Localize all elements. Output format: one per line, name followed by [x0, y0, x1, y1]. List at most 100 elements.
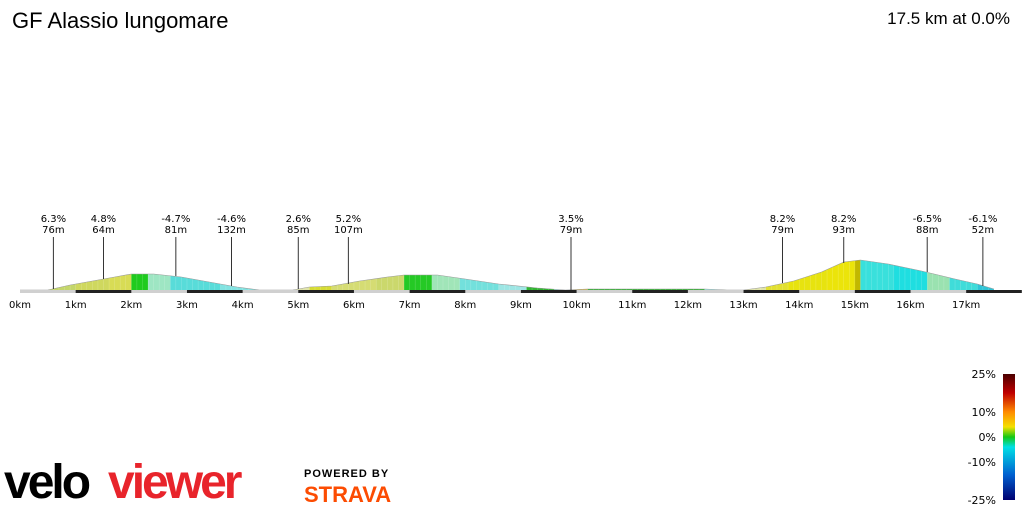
gradient-segment — [431, 260, 460, 290]
legend-color-bar — [1003, 374, 1015, 500]
x-tick-label: 7km — [399, 300, 421, 311]
annotation-gain: 79m — [560, 225, 582, 236]
annotation-gain: 93m — [832, 225, 854, 236]
x-tick-label: 16km — [896, 300, 924, 311]
x-tick-label: 14km — [785, 300, 813, 311]
x-tick-label: 10km — [562, 300, 590, 311]
gradient-segment — [704, 260, 722, 290]
gradient-segment — [376, 260, 405, 290]
x-tick-label: 15km — [841, 300, 869, 311]
elevation-profile-chart: 0km 1km 2km 3km 4km 5km 6km 7km 8km 9km 10km 11km 12… — [9, 214, 1022, 311]
annotation-grade: -4.6% — [217, 214, 246, 225]
annotation-grade: 3.5% — [558, 214, 583, 225]
climb-annotation: -6.1%52m — [968, 214, 997, 286]
gradient-segment — [587, 260, 705, 290]
x-tick-label: 9km — [510, 300, 532, 311]
climb-annotation: 3.5%79m — [558, 214, 584, 290]
gradient-segment — [860, 260, 895, 290]
annotation-gain: 64m — [92, 225, 114, 236]
climb-annotation: 2.6%85m — [286, 214, 311, 289]
legend-label: 25% — [972, 368, 996, 381]
legend-label: 0% — [979, 431, 996, 444]
annotation-gain: 85m — [287, 225, 309, 236]
x-axis-km-band — [520, 290, 577, 293]
annotation-grade: 2.6% — [286, 214, 311, 225]
climb-annotation: -4.7%81m — [161, 214, 190, 276]
gradient-segment — [292, 260, 310, 290]
annotation-grade: 6.3% — [41, 214, 66, 225]
legend-label: 10% — [972, 406, 996, 419]
gradient-segment — [765, 260, 789, 290]
annotation-grade: 8.2% — [770, 214, 795, 225]
x-tick-label: 8km — [454, 300, 476, 311]
gradient-segment — [309, 260, 332, 290]
annotation-gain: 52m — [972, 225, 994, 236]
gradient-segment — [571, 260, 589, 290]
x-tick-label: 11km — [618, 300, 646, 311]
x-tick-label: 1km — [65, 300, 87, 311]
annotation-grade: -6.5% — [913, 214, 942, 225]
annotation-grade: 8.2% — [831, 214, 856, 225]
climb-annotation: 6.3%76m — [41, 214, 66, 289]
x-axis-km-band — [743, 290, 800, 293]
gradient-segment — [259, 260, 294, 290]
annotation-gain: 132m — [217, 225, 246, 236]
gradient-segment — [949, 260, 978, 290]
annotation-gain: 88m — [916, 225, 938, 236]
gradient-legend: 25% 10% 0% -10% -25% — [968, 368, 1015, 507]
legend-label: -25% — [968, 494, 996, 507]
gradient-segment — [854, 260, 861, 290]
x-tick-label: 2km — [120, 300, 142, 311]
gradient-segment — [498, 260, 527, 290]
climb-annotation: -4.6%132m — [217, 214, 246, 286]
x-tick-label: 4km — [232, 300, 254, 311]
annotation-grade: 5.2% — [336, 214, 361, 225]
annotation-gain: 79m — [771, 225, 793, 236]
gradient-segment — [977, 260, 994, 290]
annotation-grade: 4.8% — [91, 214, 116, 225]
x-axis-km-band — [854, 290, 911, 293]
gradient-segment — [743, 260, 767, 290]
veloviewer-strava-logo: velo viewer POWERED BY STRAVA — [4, 456, 391, 508]
climb-annotation: 4.8%64m — [91, 214, 116, 279]
gradient-segment — [404, 260, 433, 290]
powered-by-label: POWERED BY — [304, 468, 389, 480]
legend-label: -10% — [968, 456, 996, 469]
x-axis-km-band — [186, 290, 243, 293]
x-axis-km-band — [409, 290, 466, 293]
gradient-segment — [554, 260, 572, 290]
x-axis-km-band — [966, 290, 1022, 293]
annotation-grade: -4.7% — [161, 214, 190, 225]
gradient-segment — [131, 260, 149, 290]
gradient-segment — [20, 260, 49, 290]
x-tick-label: 12km — [674, 300, 702, 311]
gradient-segment — [220, 260, 260, 290]
gradient-segment — [47, 260, 76, 290]
annotation-gain: 81m — [165, 225, 187, 236]
route-title: GF Alassio lungomare — [12, 8, 229, 33]
x-axis-track — [20, 290, 994, 293]
veloviewer-logo-velo: velo — [4, 456, 90, 508]
climb-annotation: -6.5%88m — [913, 214, 942, 272]
climb-annotation: 5.2%107m — [334, 214, 363, 284]
x-axis-km-band — [75, 290, 132, 293]
gradient-segment — [827, 260, 856, 290]
route-summary: 17.5 km at 0.0% — [887, 9, 1010, 28]
gradient-segment — [526, 260, 555, 290]
x-tick-label: 6km — [343, 300, 365, 311]
x-axis-km-band — [298, 290, 354, 293]
x-tick-label: 0km — [9, 300, 31, 311]
gradient-segment — [721, 260, 744, 290]
x-tick-label: 13km — [729, 300, 757, 311]
strava-logo: STRAVA — [304, 482, 391, 507]
veloviewer-logo-viewer: viewer — [108, 456, 242, 508]
x-axis-km-band — [632, 290, 688, 293]
x-tick-label: 17km — [952, 300, 980, 311]
annotation-gain: 107m — [334, 225, 363, 236]
annotation-gain: 76m — [42, 225, 64, 236]
climb-annotation: 8.2%79m — [770, 214, 795, 283]
annotation-grade: -6.1% — [968, 214, 997, 225]
climb-annotation: 8.2%93m — [831, 214, 856, 263]
x-tick-label: 3km — [176, 300, 198, 311]
x-tick-label: 5km — [287, 300, 309, 311]
